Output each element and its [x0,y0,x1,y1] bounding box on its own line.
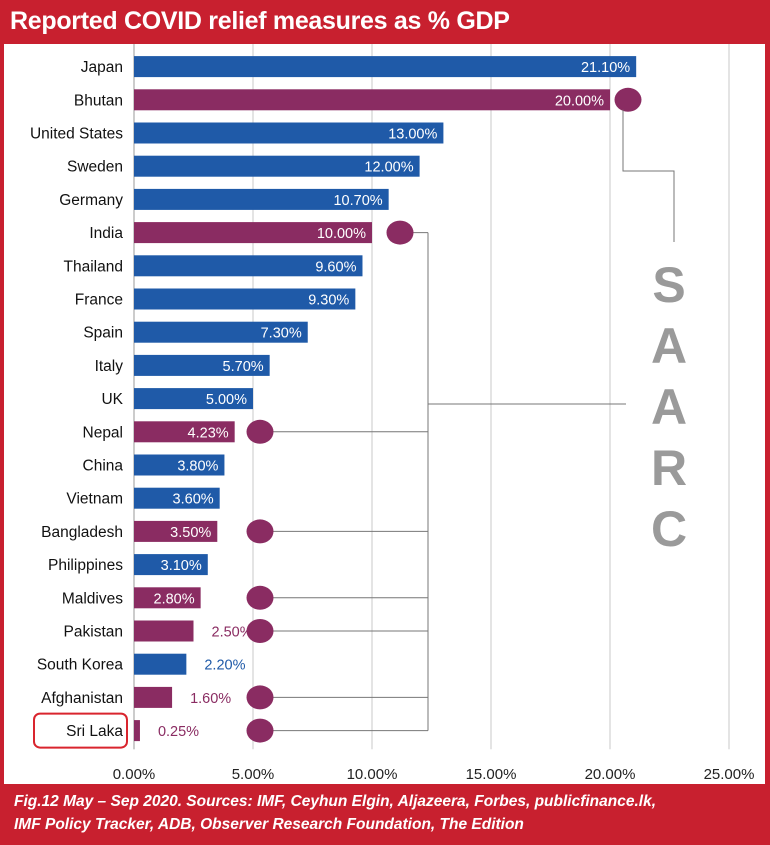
bar [134,620,194,642]
bar-chart: 0.00% 5.00% 10.00% 15.00% 20.00% 25.00% Japan 2… [30,44,755,783]
bar [134,89,610,111]
bar [134,587,201,609]
value-label: 2.50% [212,625,253,641]
saarc-marker [246,585,274,610]
bar [134,188,389,210]
bar [134,686,173,708]
value-label: 3.10% [161,558,202,574]
category-label: Germany [59,192,123,209]
caption-line-2: IMF Policy Tracker, ADB, Observer Resear… [14,816,524,833]
saarc-connector [622,109,675,242]
category-label: Sri Laka [66,723,123,740]
value-label: 10.70% [333,193,382,209]
category-label: Pakistan [64,624,123,641]
value-label: 5.70% [223,359,264,375]
category-label: United States [30,126,123,143]
saarc-marker [246,519,274,544]
chart-title: Reported COVID relief measures as % GDP [10,7,510,35]
figure-caption: Fig.12 May – Sep 2020. Sources: IMF, Cey… [14,790,764,836]
x-tick-label: 0.00% [113,766,156,783]
x-tick-label: 10.00% [347,766,398,783]
value-label: 20.00% [555,93,604,109]
category-label: Italy [95,358,124,375]
category-label: South Korea [37,657,124,674]
value-label: 9.60% [315,259,356,275]
bar [134,520,218,542]
chart-panel: 0.00% 5.00% 10.00% 15.00% 20.00% 25.00% Japan 2… [4,44,765,784]
value-label: 7.30% [261,326,302,342]
saarc-label-letter: A [651,379,687,435]
bar [134,56,637,78]
value-label: 1.60% [190,691,231,707]
value-label: 3.80% [177,459,218,475]
saarc-label-letter: C [651,501,687,557]
bar [134,288,356,310]
x-tick-label: 25.00% [704,766,755,783]
category-label: France [75,292,123,309]
value-label: 2.80% [154,591,195,607]
category-label: Japan [81,59,123,76]
saarc-label-letter: R [651,440,687,496]
highlight-box [33,712,128,749]
bar [134,653,187,675]
category-label: Spain [83,325,123,342]
x-tick-label: 15.00% [466,766,517,783]
value-label: 4.23% [188,425,229,441]
category-label: Afghanistan [41,690,123,707]
category-label: China [83,458,124,475]
bar [134,454,225,476]
bar [134,155,420,177]
category-label: India [89,225,123,242]
value-label: 3.60% [173,492,214,508]
value-label: 5.00% [206,392,247,408]
caption-line-1: Fig.12 May – Sep 2020. Sources: IMF, Cey… [14,793,657,810]
saarc-marker [246,718,274,743]
value-label: 9.30% [308,293,349,309]
bar [134,487,220,509]
value-label: 3.50% [170,525,211,541]
category-label: Thailand [64,258,123,275]
saarc-label-letter: S [652,257,685,313]
value-label: 13.00% [388,127,437,143]
saarc-marker [614,87,642,112]
category-label: Bangladesh [41,524,123,541]
category-label: Maldives [62,590,123,607]
bar [134,122,444,144]
category-label: UK [101,391,123,408]
bar [134,354,270,376]
saarc-marker [246,419,274,444]
bar [134,421,235,443]
bar [134,255,363,277]
value-label: 0.25% [158,724,199,740]
value-label: 21.10% [581,60,630,76]
category-label: Vietnam [66,491,123,508]
category-label: Bhutan [74,92,123,109]
bar [134,222,372,244]
category-label: Philippines [48,557,123,574]
x-tick-label: 20.00% [585,766,636,783]
saarc-label-letter: A [651,318,687,374]
x-tick-label: 5.00% [232,766,275,783]
bar [134,554,208,576]
saarc-marker [246,685,274,710]
value-label: 10.00% [317,226,366,242]
value-label: 12.00% [364,160,413,176]
bar [134,720,140,742]
category-label: Sweden [67,159,123,176]
value-label: 2.20% [204,658,245,674]
bar [134,321,308,343]
bar [134,388,253,410]
category-label: Nepal [83,424,124,441]
saarc-marker [386,220,414,245]
saarc-marker [246,619,274,643]
